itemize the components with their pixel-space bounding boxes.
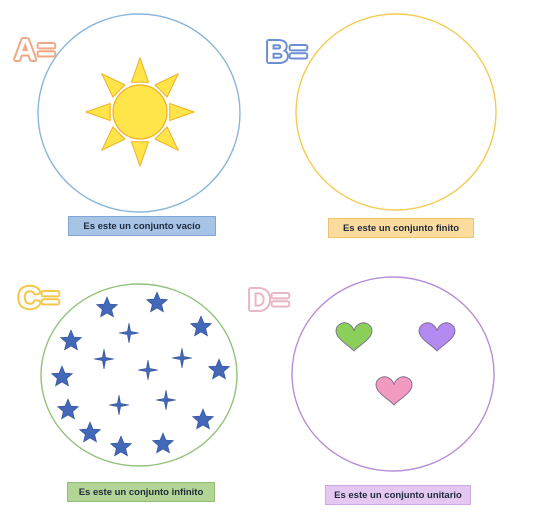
sun-icon: [84, 56, 196, 168]
set-b-circle: [295, 13, 497, 211]
set-d-letter: D=: [248, 282, 291, 317]
sun-ray: [130, 56, 150, 83]
star-icon: [95, 296, 119, 318]
sparkle-star-icon: [171, 347, 193, 369]
sun-ray: [100, 126, 126, 152]
star-icon: [78, 421, 102, 443]
sun-ray: [84, 102, 111, 122]
star-icon: [56, 398, 80, 420]
sun-ray: [100, 72, 126, 98]
set-c-caption: Es este un conjunto infinito: [67, 482, 215, 502]
set-d-circle: [291, 276, 495, 472]
star-icon: [207, 358, 231, 380]
set-d-caption: Es este un conjunto unitario: [325, 485, 471, 505]
heart-icon: [375, 376, 413, 406]
set-a-caption: Es este un conjunto vacío: [68, 216, 216, 236]
sun-disc: [112, 84, 168, 140]
set-b-caption: Es este un conjunto finito: [328, 218, 474, 238]
heart-icon: [418, 322, 456, 352]
set-c-letter: C=: [18, 280, 61, 315]
star-icon: [50, 365, 74, 387]
sun-ray: [130, 141, 150, 168]
star-icon: [189, 315, 213, 337]
set-a-circle: [37, 13, 241, 213]
sparkle-star-icon: [155, 389, 177, 411]
sun-ray: [154, 72, 180, 98]
sparkle-star-icon: [108, 394, 130, 416]
sparkle-star-icon: [93, 348, 115, 370]
sun-ray: [154, 126, 180, 152]
set-c-circle: [40, 283, 238, 467]
set-a-letter: A=: [14, 32, 57, 67]
sparkle-star-icon: [137, 359, 159, 381]
star-icon: [145, 291, 169, 313]
star-icon: [109, 435, 133, 457]
hearts-group: [335, 322, 456, 406]
star-icon: [151, 432, 175, 454]
sparkle-star-icon: [118, 322, 140, 344]
star-icon: [59, 329, 83, 351]
sun-ray: [169, 102, 196, 122]
set-b-letter: B=: [266, 34, 309, 69]
heart-icon: [335, 322, 373, 352]
stars-group: [50, 291, 231, 457]
star-icon: [191, 408, 215, 430]
